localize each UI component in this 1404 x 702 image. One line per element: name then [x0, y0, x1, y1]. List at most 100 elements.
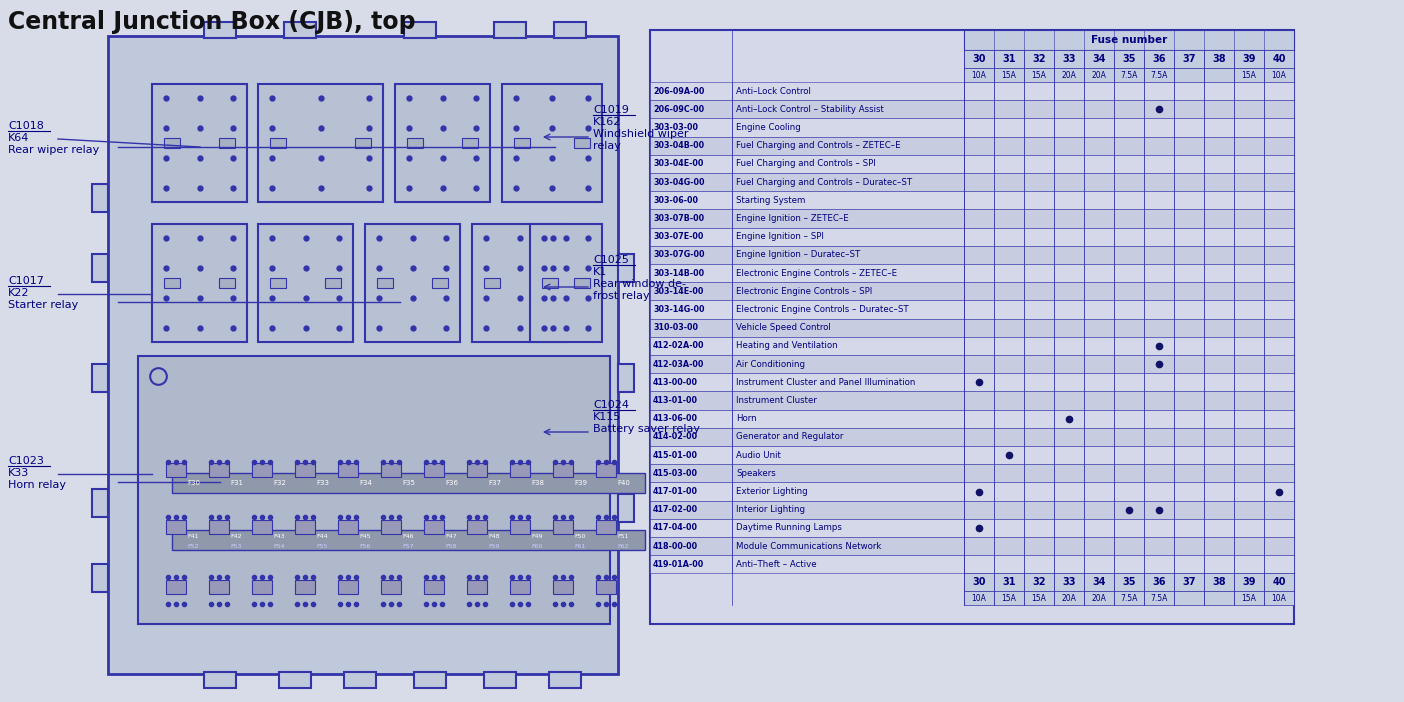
Bar — [1205, 409, 1234, 428]
Bar — [994, 464, 1024, 482]
Bar — [1144, 392, 1174, 409]
Text: 7.5A: 7.5A — [1150, 594, 1168, 603]
Bar — [650, 537, 731, 555]
Bar — [1234, 137, 1264, 155]
Bar — [295, 580, 314, 594]
Bar — [1174, 519, 1205, 537]
Bar — [994, 68, 1024, 82]
Bar — [1054, 482, 1084, 501]
Bar — [108, 36, 618, 674]
Bar — [1174, 264, 1205, 282]
Bar — [424, 520, 444, 534]
Text: 38: 38 — [1212, 54, 1226, 64]
Bar — [1084, 392, 1113, 409]
Text: C1018: C1018 — [8, 121, 44, 131]
Bar — [1113, 428, 1144, 446]
Text: Engine Ignition – Duratec–ST: Engine Ignition – Duratec–ST — [736, 251, 861, 260]
Bar — [1205, 555, 1234, 574]
Bar — [1174, 428, 1205, 446]
Bar — [1264, 282, 1294, 300]
Text: Anti–Lock Control: Anti–Lock Control — [736, 86, 812, 95]
Bar — [503, 84, 602, 202]
Text: 15A: 15A — [1032, 594, 1046, 603]
Bar — [1234, 373, 1264, 392]
Bar — [173, 473, 644, 493]
Bar — [93, 254, 108, 282]
Text: Electronic Engine Controls – SPI: Electronic Engine Controls – SPI — [736, 287, 872, 296]
Bar — [1205, 246, 1234, 264]
Text: Engine Cooling: Engine Cooling — [736, 123, 800, 132]
Bar — [1113, 264, 1144, 282]
Bar — [1234, 300, 1264, 319]
Text: 303-07B-00: 303-07B-00 — [653, 214, 705, 223]
Text: F59: F59 — [489, 543, 500, 548]
Bar — [994, 355, 1024, 373]
Bar — [650, 82, 731, 100]
Bar — [204, 22, 236, 38]
Bar — [965, 100, 994, 119]
Text: K33: K33 — [8, 468, 29, 478]
Text: F51: F51 — [618, 534, 629, 540]
Bar — [965, 191, 994, 209]
Bar — [1174, 392, 1205, 409]
Bar — [965, 428, 994, 446]
Bar — [1054, 355, 1084, 373]
Text: K115: K115 — [592, 412, 621, 422]
Bar — [555, 22, 585, 38]
Bar — [1113, 574, 1144, 591]
Bar — [731, 227, 965, 246]
Bar — [1144, 555, 1174, 574]
Bar — [1144, 574, 1174, 591]
Bar — [1084, 464, 1113, 482]
Bar — [1174, 119, 1205, 137]
Bar — [994, 282, 1024, 300]
Bar — [380, 463, 402, 477]
Text: Rear wiper relay: Rear wiper relay — [8, 145, 100, 155]
Bar — [424, 580, 444, 594]
Bar — [965, 264, 994, 282]
Bar — [1144, 209, 1174, 227]
Bar — [432, 278, 448, 288]
Bar — [1054, 82, 1084, 100]
Text: F47: F47 — [445, 534, 458, 540]
Bar — [1234, 482, 1264, 501]
Text: Generator and Regulator: Generator and Regulator — [736, 432, 844, 442]
Text: Engine Ignition – ZETEC–E: Engine Ignition – ZETEC–E — [736, 214, 849, 223]
Bar — [1054, 227, 1084, 246]
Bar — [965, 30, 1294, 50]
Bar — [965, 246, 994, 264]
Bar — [472, 224, 567, 342]
Bar — [1054, 574, 1084, 591]
Bar — [994, 319, 1024, 337]
Text: C1019: C1019 — [592, 105, 629, 115]
Bar — [1174, 482, 1205, 501]
Bar — [1205, 50, 1234, 68]
Bar — [1024, 574, 1054, 591]
Bar — [1024, 50, 1054, 68]
Bar — [965, 392, 994, 409]
Bar — [994, 591, 1024, 605]
Bar — [1054, 282, 1084, 300]
Bar — [1174, 68, 1205, 82]
Bar — [1113, 282, 1144, 300]
Bar — [1264, 137, 1294, 155]
Text: Speakers: Speakers — [736, 469, 776, 478]
Text: Anti–Theft – Active: Anti–Theft – Active — [736, 559, 817, 569]
Bar — [994, 409, 1024, 428]
Text: 30: 30 — [972, 54, 986, 64]
Bar — [1024, 337, 1054, 355]
Bar — [731, 355, 965, 373]
Bar — [1113, 246, 1144, 264]
Bar — [965, 373, 994, 392]
Bar — [994, 392, 1024, 409]
Bar — [1264, 373, 1294, 392]
Bar — [965, 68, 994, 82]
Bar — [1264, 409, 1294, 428]
Bar — [295, 520, 314, 534]
Bar — [1054, 392, 1084, 409]
Text: 15A: 15A — [1241, 70, 1257, 79]
Bar — [1205, 337, 1234, 355]
Bar — [1113, 50, 1144, 68]
Bar — [1113, 137, 1144, 155]
Text: 36: 36 — [1153, 578, 1165, 588]
